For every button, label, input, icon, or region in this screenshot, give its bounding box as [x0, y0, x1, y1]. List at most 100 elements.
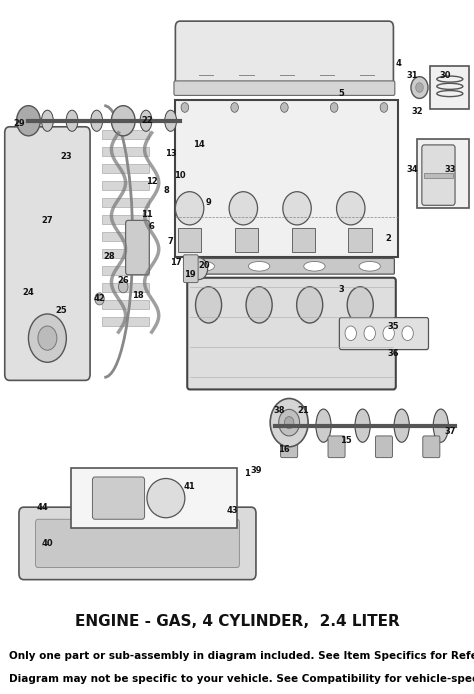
Text: 21: 21: [298, 406, 309, 415]
Circle shape: [270, 398, 308, 447]
Text: 39: 39: [250, 466, 262, 475]
Bar: [235, 228, 258, 252]
Ellipse shape: [229, 192, 257, 225]
Circle shape: [402, 326, 413, 341]
Text: 13: 13: [165, 149, 176, 158]
FancyBboxPatch shape: [423, 436, 440, 457]
Ellipse shape: [193, 262, 214, 271]
Text: 20: 20: [198, 261, 210, 270]
Text: 32: 32: [411, 107, 423, 116]
Text: 15: 15: [340, 437, 352, 446]
Ellipse shape: [337, 192, 365, 225]
Bar: [424, 174, 453, 178]
Ellipse shape: [42, 110, 53, 131]
Text: 31: 31: [407, 71, 418, 80]
Ellipse shape: [195, 287, 221, 323]
Bar: [292, 228, 315, 252]
FancyBboxPatch shape: [183, 255, 198, 282]
Circle shape: [330, 103, 338, 112]
Ellipse shape: [140, 110, 152, 131]
Text: ENGINE - GAS, 4 CYLINDER,  2.4 LITER: ENGINE - GAS, 4 CYLINDER, 2.4 LITER: [74, 613, 400, 629]
Ellipse shape: [433, 409, 448, 442]
Bar: [348, 228, 372, 252]
Text: 29: 29: [13, 119, 25, 128]
Ellipse shape: [297, 287, 323, 323]
Text: 28: 28: [103, 252, 115, 261]
Bar: [102, 147, 149, 156]
Circle shape: [279, 409, 300, 436]
Circle shape: [191, 257, 208, 280]
Text: 38: 38: [274, 406, 285, 415]
FancyBboxPatch shape: [36, 519, 239, 568]
Text: 25: 25: [56, 307, 67, 316]
Text: 14: 14: [193, 140, 205, 149]
FancyBboxPatch shape: [281, 436, 298, 457]
Text: 24: 24: [23, 288, 34, 297]
Ellipse shape: [164, 110, 176, 131]
Text: 43: 43: [227, 506, 238, 515]
Circle shape: [95, 293, 104, 305]
Text: 44: 44: [37, 502, 48, 511]
Bar: [102, 164, 149, 173]
Text: 7: 7: [168, 237, 173, 246]
Circle shape: [411, 76, 428, 99]
FancyBboxPatch shape: [92, 477, 145, 519]
Bar: [430, 67, 469, 109]
FancyBboxPatch shape: [175, 21, 393, 87]
Bar: [178, 228, 201, 252]
FancyBboxPatch shape: [126, 221, 149, 275]
Bar: [102, 232, 149, 241]
Text: 6: 6: [149, 222, 155, 231]
Text: 4: 4: [395, 59, 401, 68]
Bar: [102, 317, 149, 326]
FancyBboxPatch shape: [328, 436, 345, 457]
Text: 35: 35: [388, 321, 399, 330]
FancyBboxPatch shape: [5, 127, 90, 380]
Circle shape: [416, 83, 423, 92]
Circle shape: [284, 416, 294, 429]
Ellipse shape: [394, 409, 410, 442]
Text: 12: 12: [146, 177, 157, 185]
Text: 16: 16: [279, 446, 290, 455]
Text: 23: 23: [61, 153, 72, 162]
Ellipse shape: [347, 287, 374, 323]
Text: 2: 2: [386, 234, 392, 243]
Bar: [102, 130, 149, 139]
Ellipse shape: [304, 262, 325, 271]
Text: 1: 1: [244, 469, 249, 478]
FancyBboxPatch shape: [174, 81, 395, 95]
Bar: [102, 266, 149, 275]
Bar: [102, 198, 149, 207]
Text: 34: 34: [407, 164, 418, 174]
Text: 18: 18: [132, 291, 143, 301]
Ellipse shape: [147, 478, 185, 518]
Text: 10: 10: [174, 171, 186, 180]
Text: 37: 37: [445, 428, 456, 437]
Bar: [71, 468, 237, 528]
Bar: [175, 100, 398, 257]
Circle shape: [281, 103, 288, 112]
Text: 17: 17: [170, 258, 181, 267]
Ellipse shape: [248, 262, 270, 271]
Bar: [102, 249, 149, 258]
Text: 41: 41: [184, 482, 195, 491]
Ellipse shape: [355, 409, 370, 442]
Ellipse shape: [316, 409, 331, 442]
Circle shape: [118, 281, 128, 293]
Ellipse shape: [283, 192, 311, 225]
Ellipse shape: [246, 287, 272, 323]
FancyBboxPatch shape: [187, 278, 396, 389]
Ellipse shape: [277, 409, 292, 442]
Circle shape: [345, 326, 356, 341]
Text: 33: 33: [445, 164, 456, 174]
Circle shape: [380, 103, 388, 112]
Circle shape: [181, 103, 189, 112]
Text: 36: 36: [388, 348, 399, 357]
Bar: [102, 181, 149, 190]
Bar: [417, 139, 469, 208]
Text: 26: 26: [118, 276, 129, 285]
Text: 8: 8: [163, 186, 169, 195]
Text: Diagram may not be specific to your vehicle. See Compatibility for vehicle-speci: Diagram may not be specific to your vehi…: [9, 675, 474, 684]
Ellipse shape: [91, 110, 102, 131]
Text: 5: 5: [338, 89, 344, 98]
